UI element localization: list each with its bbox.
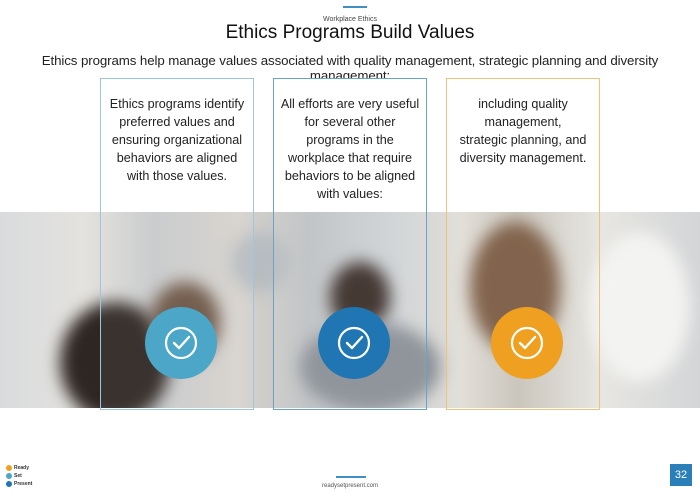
checkmark-icon xyxy=(491,307,563,379)
card-text: All efforts are very useful for several … xyxy=(280,97,420,201)
brand-logo: Ready Set Present xyxy=(6,463,52,493)
section-label: Workplace Ethics xyxy=(323,16,377,23)
checkmark-icon xyxy=(145,307,217,379)
card-text: Ethics programs identify preferred value… xyxy=(109,97,245,183)
checkmark-icon xyxy=(318,307,390,379)
value-card-1: Ethics programs identify preferred value… xyxy=(100,78,254,410)
footer-accent-bar xyxy=(336,476,366,478)
card-text: including quality management, strategic … xyxy=(459,97,587,165)
value-card-2: All efforts are very useful for several … xyxy=(273,78,427,410)
page-number-badge: 32 xyxy=(670,464,692,486)
slide-title: Ethics Programs Build Values xyxy=(225,22,475,43)
header-accent-bar xyxy=(343,6,367,8)
value-card-3: including quality management, strategic … xyxy=(446,78,600,410)
footer-url: readysetpresent.com xyxy=(321,483,379,489)
